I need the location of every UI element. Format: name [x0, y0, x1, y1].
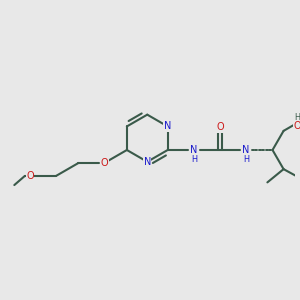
Text: H: H	[191, 155, 197, 164]
Text: O: O	[26, 171, 34, 181]
Text: O: O	[100, 158, 108, 168]
Text: O: O	[294, 121, 300, 131]
Text: N: N	[144, 157, 151, 167]
Text: H: H	[243, 155, 249, 164]
Text: N: N	[242, 145, 250, 155]
Text: O: O	[216, 122, 224, 132]
Text: H: H	[295, 113, 300, 122]
Text: N: N	[190, 145, 198, 155]
Text: N: N	[164, 122, 171, 131]
